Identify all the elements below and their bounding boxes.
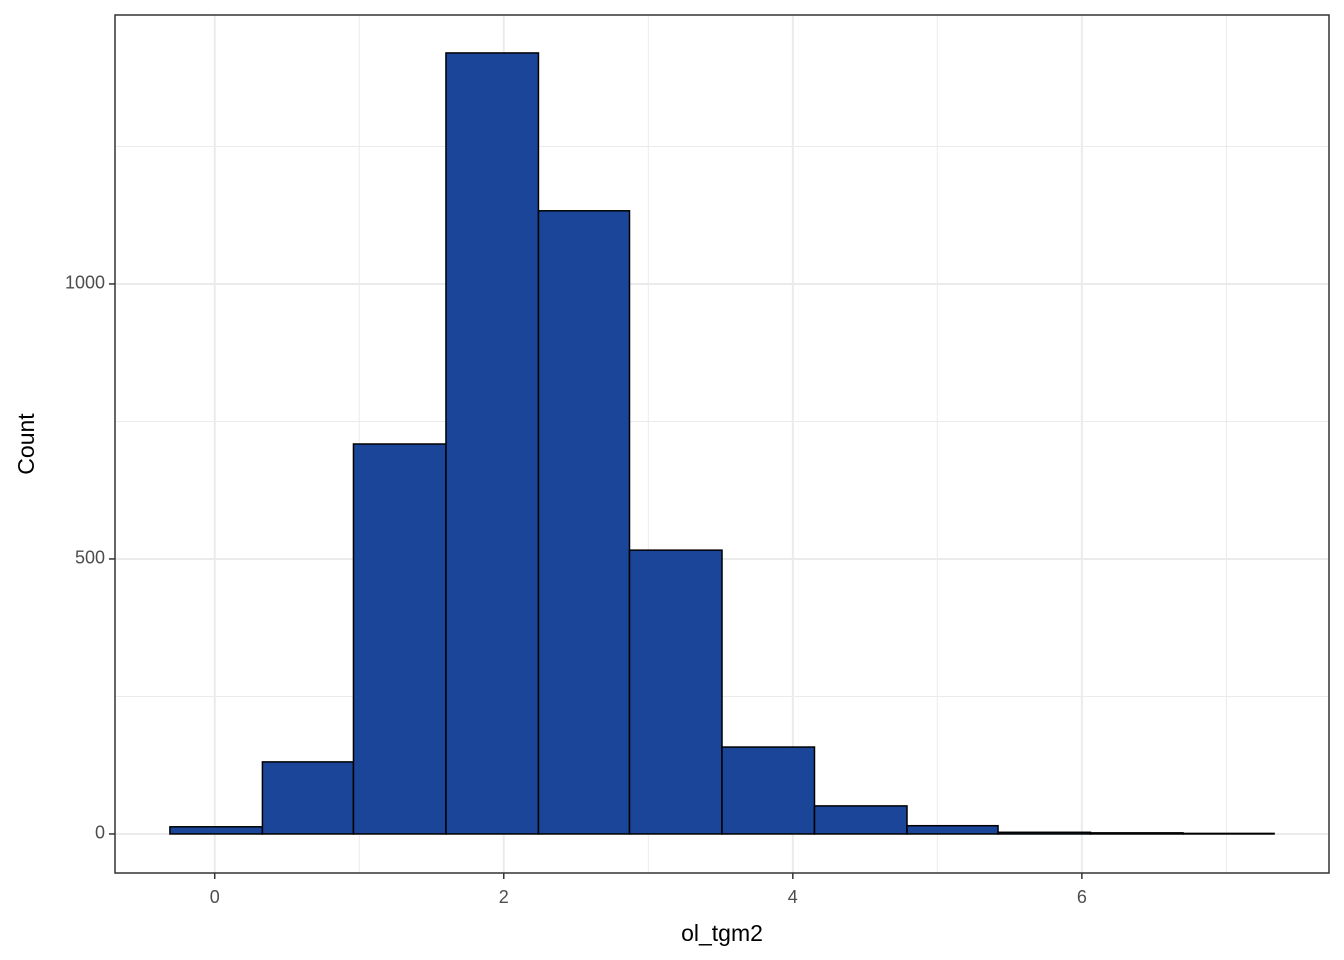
bar: [169, 826, 264, 835]
x-tick-label: 2: [499, 887, 509, 907]
bar: [537, 210, 631, 835]
x-tick-label: 4: [788, 887, 798, 907]
bar: [261, 761, 355, 835]
bar: [721, 746, 816, 835]
x-tick-label: 0: [210, 887, 220, 907]
x-tick-label: 6: [1077, 887, 1087, 907]
bar: [1182, 832, 1275, 835]
y-tick-label: 500: [75, 548, 105, 568]
bar: [1089, 832, 1184, 835]
bar: [906, 824, 999, 835]
bar: [813, 805, 908, 835]
y-tick-label: 0: [95, 823, 105, 843]
bar: [628, 549, 723, 835]
bar: [352, 443, 447, 835]
panel-border: [114, 14, 1330, 874]
x-axis-title: ol_tgm2: [681, 920, 763, 946]
y-axis-title: Count: [13, 413, 39, 475]
y-tick-label: 1000: [65, 273, 105, 293]
bar: [997, 831, 1092, 835]
bar: [445, 52, 540, 835]
